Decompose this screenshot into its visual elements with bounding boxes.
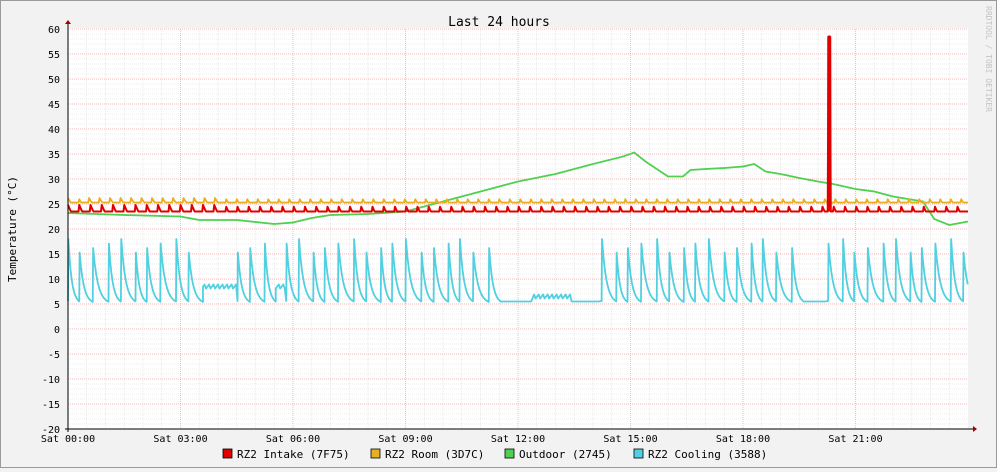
- y-tick-label: 5: [54, 300, 60, 311]
- x-tick-label: Sat 12:00: [491, 434, 545, 445]
- series-line-rz2-cooling-3588: [67, 238, 969, 303]
- intake-spike: [827, 36, 832, 212]
- legend-label: RZ2 Cooling (3588): [648, 448, 767, 461]
- grid-major: [67, 28, 968, 430]
- x-tick-label: Sat 21:00: [828, 434, 882, 445]
- x-axis-arrow: [973, 426, 977, 432]
- y-tick-label: 50: [48, 75, 60, 86]
- series-line-rz2-room-3d7c: [67, 197, 969, 204]
- axes: [65, 20, 977, 432]
- y-tick-label: 20: [48, 225, 60, 236]
- y-tick-label: -15: [42, 400, 60, 411]
- x-tick-label: Sat 00:00: [41, 434, 95, 445]
- legend-swatch: [504, 448, 515, 459]
- plot-background: [68, 28, 968, 429]
- y-tick-label: 30: [48, 175, 60, 186]
- y-axis-label: Temperature (°C): [6, 176, 19, 282]
- legend-label: RZ2 Intake (7F75): [237, 448, 350, 461]
- y-tick-label: 45: [48, 100, 60, 111]
- y-tick-label: 15: [48, 250, 60, 261]
- legend-swatch: [633, 448, 644, 459]
- y-tick-label: 60: [48, 25, 60, 36]
- series-line-outdoor-2745: [67, 151, 969, 226]
- legend: RZ2 Intake (7F75) RZ2 Room (3D7C) Outdoor …: [222, 448, 767, 461]
- y-tick-label: 35: [48, 150, 60, 161]
- legend-label: Outdoor (2745): [519, 448, 612, 461]
- legend-label: RZ2 Room (3D7C): [385, 448, 484, 461]
- x-tick-label: Sat 09:00: [378, 434, 432, 445]
- y-tick-label: -20: [42, 425, 60, 436]
- x-tick-label: Sat 06:00: [266, 434, 320, 445]
- x-tick-label: Sat 18:00: [716, 434, 770, 445]
- x-tick-labels: Sat 00:00 Sat 03:00 Sat 06:00 Sat 09:00 Sat …: [41, 434, 883, 445]
- legend-swatch: [370, 448, 381, 459]
- x-tick-label: Sat 15:00: [603, 434, 657, 445]
- y-tick-label: 40: [48, 125, 60, 136]
- y-tick-label: 10: [48, 275, 60, 286]
- legend-swatch: [222, 448, 233, 459]
- series-layer: [67, 35, 969, 303]
- y-tick-label: 0: [54, 325, 60, 336]
- watermark: RRDTOOL / TOBI OETIKER: [984, 6, 993, 112]
- x-tick-label: Sat 03:00: [153, 434, 207, 445]
- y-axis-arrow: [65, 20, 71, 24]
- y-tick-label: 55: [48, 50, 60, 61]
- series-line-rz2-intake-7f75: [67, 35, 969, 213]
- chart-title: Last 24 hours: [448, 15, 550, 30]
- y-tick-label: -5: [48, 350, 60, 361]
- y-tick-label: 25: [48, 200, 60, 211]
- y-tick-label: -10: [42, 375, 60, 386]
